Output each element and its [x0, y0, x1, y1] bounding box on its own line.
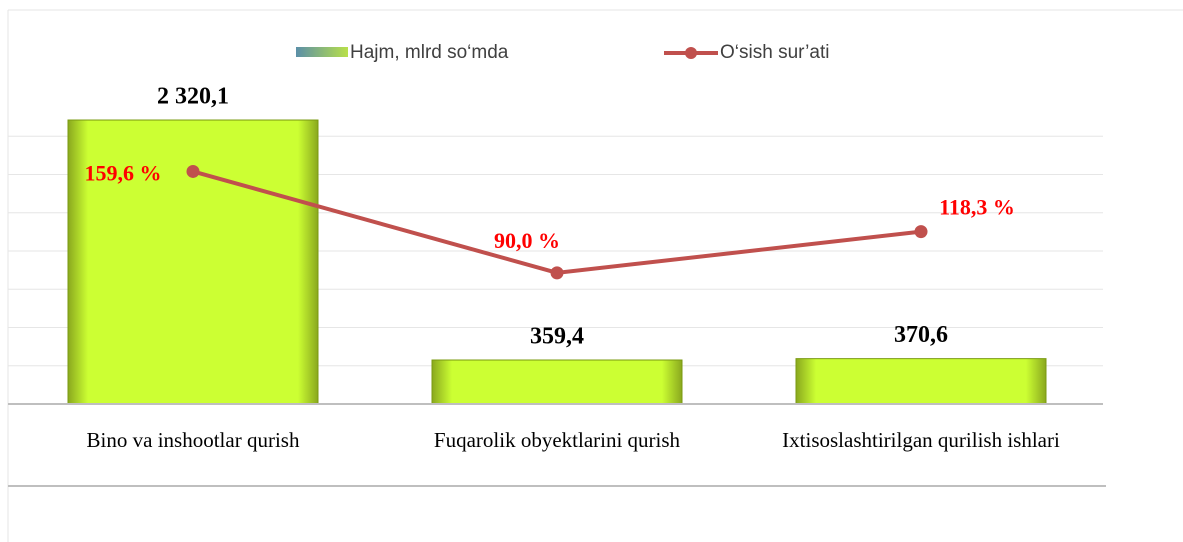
data-label: 118,3 %	[939, 195, 1015, 220]
legend-label: O‘sish sur’ati	[720, 42, 829, 63]
line-point	[186, 164, 200, 178]
legend-swatch	[685, 47, 697, 59]
data-label: 90,0 %	[494, 228, 560, 253]
data-label: 2 320,1	[157, 84, 229, 110]
x-tick-label: Bino va inshootlar qurish	[86, 428, 300, 452]
legend-swatch	[296, 47, 348, 57]
x-tick-label: Ixtisoslashtirilgan qurilish ishlari	[782, 428, 1060, 452]
data-label: 359,4	[530, 324, 584, 350]
line-point	[550, 266, 564, 280]
line-point	[914, 225, 928, 239]
data-label: 159,6 %	[85, 160, 162, 185]
data-label: 370,6	[894, 322, 948, 348]
bar	[795, 358, 1047, 405]
legend-label: Hajm, mlrd so‘mda	[350, 42, 509, 63]
bar	[431, 359, 683, 405]
x-tick-label: Fuqarolik obyektlarini qurish	[433, 428, 681, 452]
